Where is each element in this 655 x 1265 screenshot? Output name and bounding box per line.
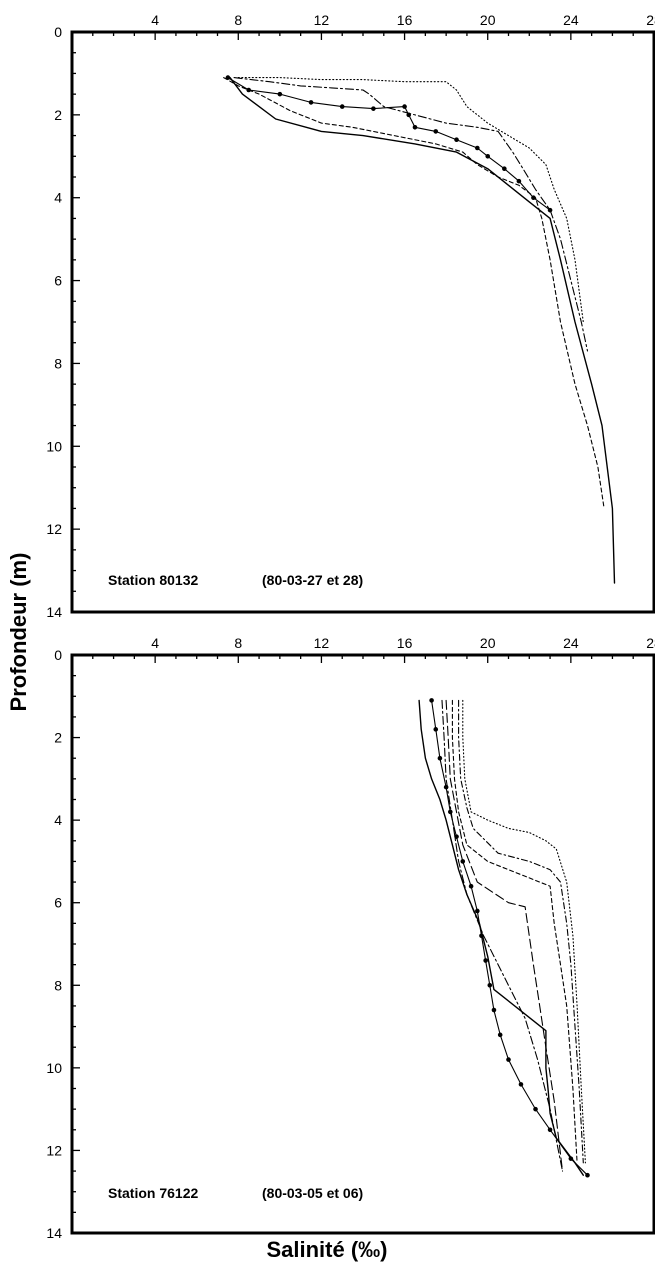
x-tick-label: 4: [151, 12, 159, 28]
x-tick-label: 24: [563, 12, 579, 28]
series-line-dashed: [223, 77, 605, 509]
y-axis-ticks: 0 2 4 6 8 10 12 14: [46, 647, 80, 1241]
series-marker: [475, 145, 480, 151]
y-tick-label: 6: [54, 895, 62, 911]
series-marker: [568, 1156, 574, 1161]
series-line-dashed: [451, 699, 578, 1164]
y-tick-label: 0: [54, 24, 62, 40]
series-line-dash-dot-2: [458, 699, 584, 1164]
y-tick-label: 8: [54, 977, 62, 993]
series-layer: [418, 698, 590, 1178]
x-tick-label: 12: [314, 635, 330, 651]
series-line-solid: [229, 76, 616, 584]
series-marker: [485, 153, 491, 159]
series-marker: [402, 104, 407, 109]
y-tick-label: 8: [54, 355, 62, 371]
plot-frame: [70, 653, 655, 1235]
series-marker: [433, 727, 439, 732]
x-axis-ticks: 4 8 12 16 20 24 28: [92, 635, 655, 663]
series-marker: [547, 1127, 553, 1133]
x-tick-label: 8: [234, 12, 242, 28]
series-line-solid: [418, 699, 584, 1176]
y-tick-label: 2: [54, 730, 62, 746]
y-tick-label: 0: [54, 647, 62, 663]
series-marker: [483, 958, 488, 963]
plot-frame: [70, 30, 655, 614]
x-axis-ticks: 4 8 12 16 20 24 28: [92, 12, 655, 40]
y-tick-label: 10: [46, 1060, 62, 1076]
series-line-dotted: [462, 699, 586, 1164]
series-line-marked: [227, 77, 551, 211]
y-tick-label: 12: [46, 1142, 62, 1158]
y-tick-label: 4: [54, 190, 62, 206]
y-tick-label: 6: [54, 273, 62, 289]
series-marker: [487, 982, 493, 988]
series-marker: [518, 1082, 524, 1087]
x-tick-label: 4: [151, 635, 159, 651]
x-tick-label: 24: [563, 635, 579, 651]
series-line-dotted: [237, 77, 584, 323]
date-label: (80-03-05 et 06): [262, 1185, 363, 1201]
series-marker: [433, 129, 439, 134]
x-tick-label: 16: [397, 12, 413, 28]
series-line-dash-dot: [441, 699, 564, 1172]
series-layer: [223, 75, 616, 584]
x-tick-label: 28: [646, 635, 655, 651]
y-tick-label: 10: [46, 438, 62, 454]
series-marker: [502, 166, 507, 172]
station-label: Station 76122: [108, 1185, 198, 1201]
series-marker: [308, 100, 314, 105]
x-tick-label: 8: [234, 635, 242, 651]
series-marker: [277, 91, 283, 97]
series-marker: [533, 1106, 538, 1112]
series-line-dash-dot: [233, 77, 589, 352]
series-marker: [516, 178, 522, 184]
series-marker: [339, 104, 345, 109]
series-marker: [454, 834, 459, 839]
date-label: (80-03-27 et 28): [262, 572, 363, 588]
series-marker: [506, 1057, 511, 1062]
x-tick-label: 28: [646, 12, 655, 28]
y-axis-ticks: 0 2 4 6 8 10 12 14: [46, 24, 80, 620]
x-tick-label: 12: [314, 12, 330, 28]
series-marker: [460, 859, 466, 864]
y-tick-label: 2: [54, 107, 62, 123]
series-marker: [468, 883, 474, 889]
series-marker: [479, 933, 484, 939]
x-tick-label: 20: [480, 12, 496, 28]
series-marker: [454, 137, 459, 143]
x-tick-label: 20: [480, 635, 496, 651]
x-tick-label: 16: [397, 635, 413, 651]
station-label: Station 80132: [108, 572, 198, 588]
series-line-marked: [431, 699, 589, 1176]
series-marker: [412, 124, 418, 130]
series-marker: [475, 908, 480, 914]
series-marker: [371, 106, 376, 111]
series-marker: [585, 1172, 590, 1178]
y-axis-title: Profondeur (m): [6, 553, 31, 712]
y-tick-label: 14: [46, 1225, 62, 1241]
series-marker: [429, 698, 434, 703]
y-tick-label: 14: [46, 604, 62, 620]
series-marker: [491, 1007, 497, 1013]
x-axis-title: Salinité (‰): [266, 1237, 387, 1262]
series-line-long-dash: [445, 699, 564, 1172]
series-marker: [437, 755, 443, 761]
y-tick-label: 4: [54, 812, 62, 828]
y-tick-label: 12: [46, 521, 62, 537]
series-marker: [497, 1032, 503, 1038]
